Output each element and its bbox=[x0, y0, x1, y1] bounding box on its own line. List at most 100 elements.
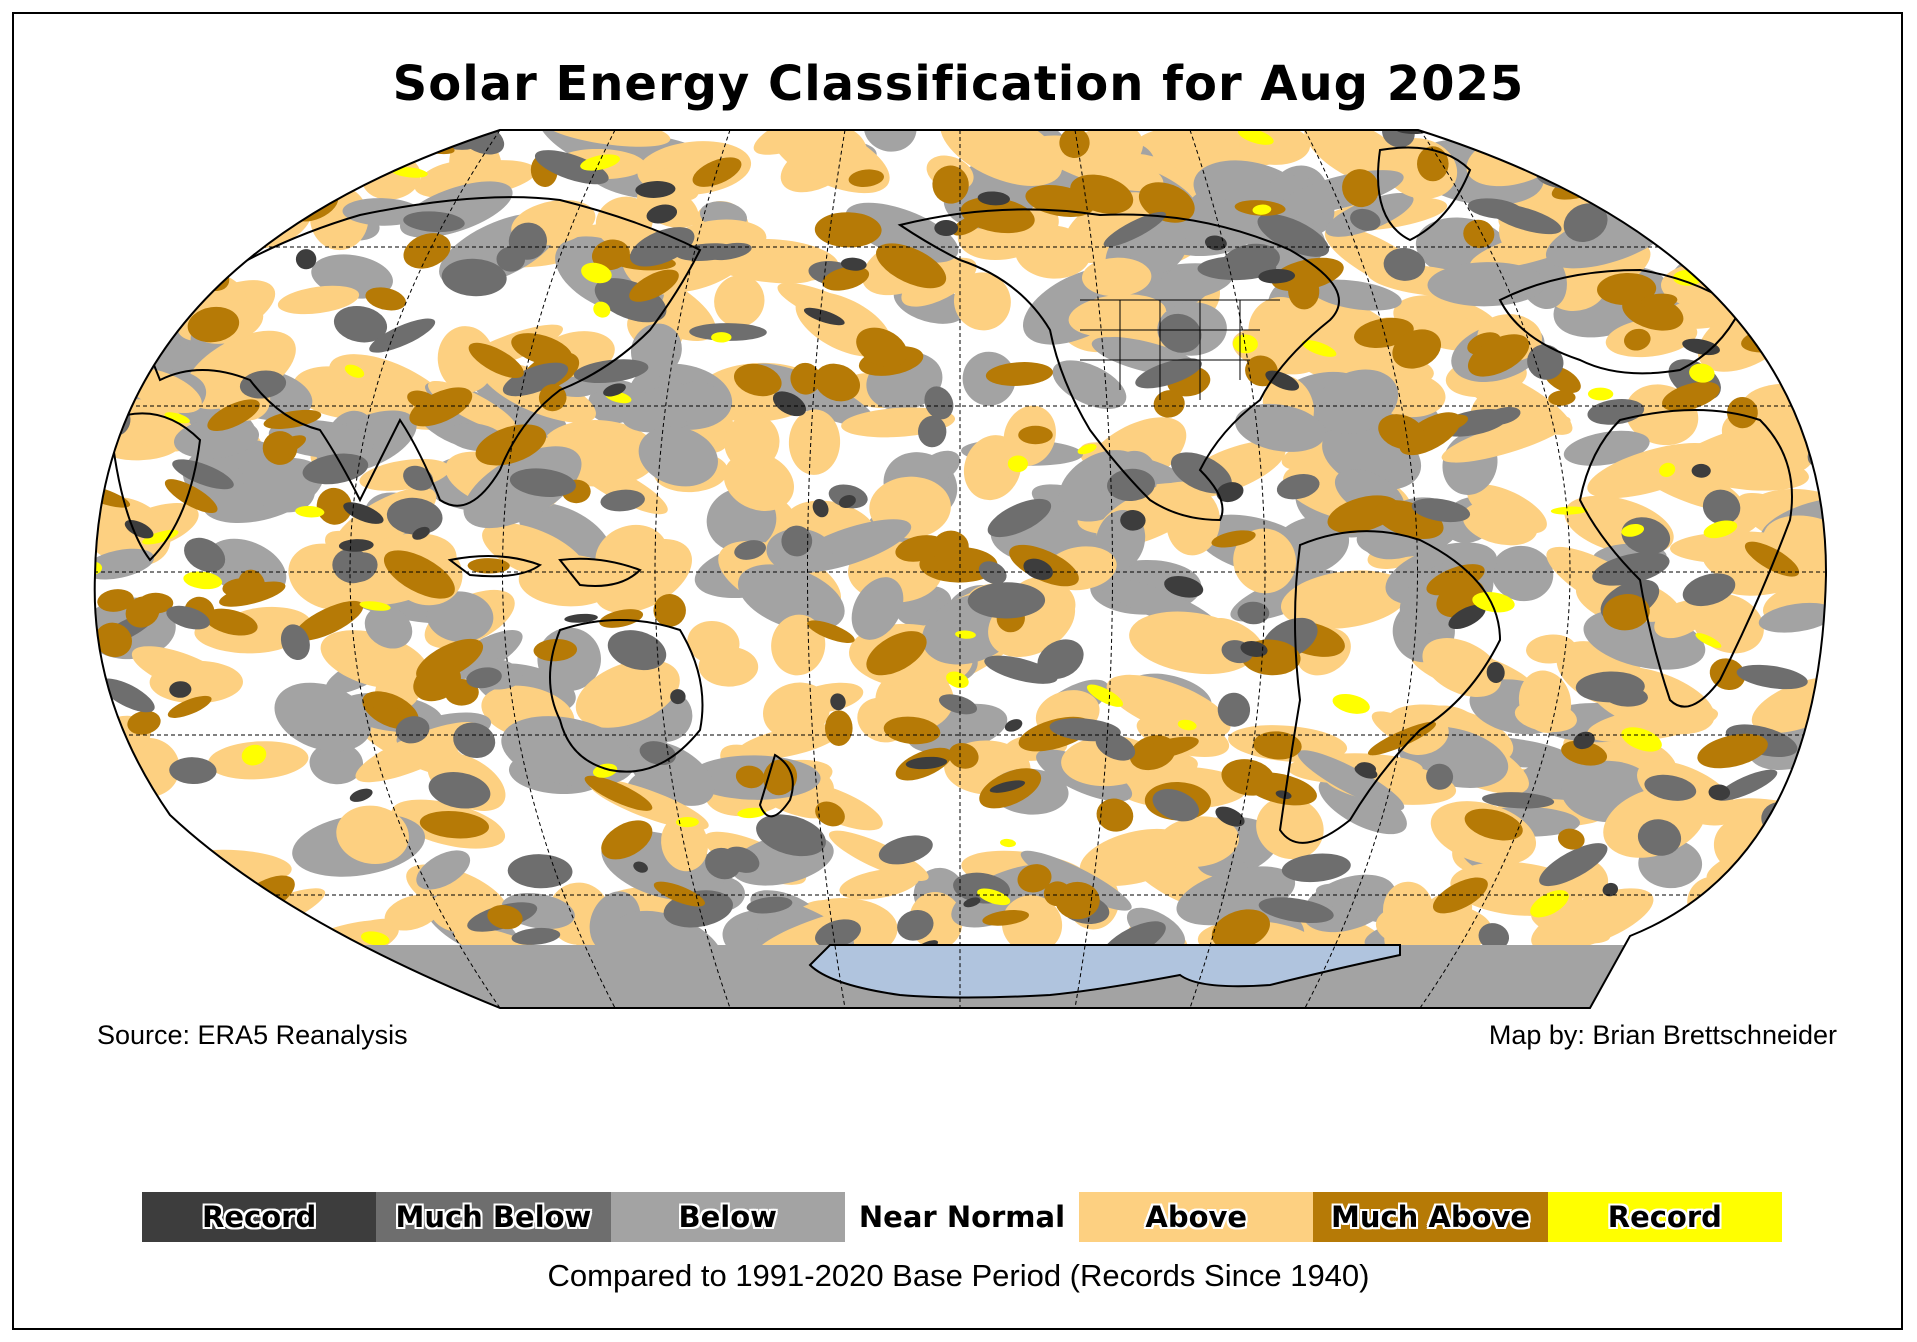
anomaly-patch bbox=[1416, 146, 1449, 182]
anomaly-patch bbox=[1068, 294, 1167, 338]
anomaly-patch bbox=[1756, 926, 1781, 937]
anomaly-patch bbox=[977, 888, 1011, 906]
legend: Record Much Below Below Near Normal Abov… bbox=[142, 1192, 1782, 1242]
anomaly-patch bbox=[1621, 727, 1662, 752]
anomaly-patch bbox=[1697, 733, 1768, 769]
anomaly-patch bbox=[533, 638, 578, 662]
anomaly-patch bbox=[1253, 731, 1302, 760]
anomaly-patch bbox=[1682, 573, 1736, 607]
anomaly-patch bbox=[280, 624, 310, 661]
anomaly-patch bbox=[1252, 204, 1272, 215]
meridian-line bbox=[1304, 130, 1418, 1008]
anomaly-patch bbox=[1791, 785, 1827, 810]
anomaly-patch bbox=[781, 525, 813, 557]
anomaly-patch bbox=[1221, 759, 1275, 796]
anomaly-patch bbox=[100, 678, 155, 713]
anomaly-patch bbox=[1592, 552, 1670, 586]
anomaly-patch bbox=[814, 363, 861, 402]
anomaly-patch bbox=[177, 879, 224, 922]
anomaly-patch bbox=[848, 169, 885, 187]
anomaly-patch bbox=[509, 468, 576, 497]
anomaly-patch bbox=[946, 671, 969, 689]
anomaly-patch bbox=[1602, 882, 1619, 897]
anomaly-patch bbox=[807, 620, 855, 643]
anomaly-patch bbox=[359, 601, 391, 611]
anomaly-patch bbox=[883, 716, 941, 745]
anomaly-patch bbox=[812, 498, 829, 518]
anomaly-patch bbox=[924, 386, 954, 420]
anomaly-patch bbox=[1096, 798, 1134, 832]
anomaly-patch bbox=[369, 318, 436, 353]
anomaly-patch bbox=[1077, 443, 1097, 455]
anomaly-patch bbox=[187, 306, 240, 343]
anomaly-patch bbox=[1758, 602, 1827, 633]
anomaly-patch bbox=[1216, 482, 1244, 503]
anomaly-patch bbox=[1808, 195, 1827, 215]
anomaly-patch bbox=[1059, 130, 1090, 158]
anomaly-patch bbox=[1761, 209, 1827, 252]
anomaly-patch bbox=[1082, 257, 1152, 297]
anomaly-patch bbox=[1614, 130, 1643, 158]
anomaly-patch bbox=[131, 646, 232, 696]
anomaly-patch bbox=[1416, 414, 1469, 436]
author-label: Map by: Brian Brettschneider bbox=[1488, 1020, 1837, 1050]
anomaly-patch bbox=[595, 196, 653, 247]
anomaly-patch bbox=[824, 710, 853, 746]
anomaly-patch bbox=[383, 550, 455, 599]
anomaly-patch bbox=[239, 370, 287, 399]
anomaly-patch bbox=[1612, 182, 1672, 198]
meridian-line bbox=[1419, 130, 1571, 1008]
anomaly-patch bbox=[1315, 369, 1399, 434]
anomaly-patch bbox=[1682, 338, 1720, 356]
anomaly-patch bbox=[1462, 501, 1538, 546]
anomaly-patch bbox=[1536, 158, 1613, 190]
anomaly-patch bbox=[295, 249, 317, 270]
anomaly-patch bbox=[1007, 455, 1028, 473]
anomaly-patch bbox=[467, 558, 510, 574]
legend-label: Near Normal bbox=[858, 1200, 1066, 1234]
legend-label: Record bbox=[1607, 1200, 1722, 1234]
anomaly-patch bbox=[94, 130, 184, 187]
anomaly-patch bbox=[158, 226, 231, 261]
anomaly-patch bbox=[207, 399, 260, 432]
anomaly-patch bbox=[1237, 601, 1270, 625]
anomaly-patch bbox=[1120, 509, 1146, 531]
anomaly-patch bbox=[1297, 750, 1405, 811]
anomaly-patch bbox=[940, 130, 1063, 186]
anomaly-patch bbox=[1662, 381, 1720, 412]
anomaly-patch bbox=[1000, 838, 1016, 848]
anomaly-patch bbox=[1378, 414, 1425, 450]
anomaly-patch bbox=[670, 689, 686, 705]
anomaly-patch bbox=[1641, 293, 1678, 309]
anomaly-patch bbox=[428, 772, 491, 809]
anomaly-patch bbox=[94, 168, 177, 221]
anomaly-patch bbox=[1643, 177, 1695, 227]
anomaly-patch bbox=[584, 775, 653, 811]
meridian-line bbox=[502, 130, 616, 1008]
anomaly-patch bbox=[790, 362, 821, 395]
anomaly-patch bbox=[167, 695, 212, 718]
anomaly-patch bbox=[772, 391, 807, 417]
anomaly-patch bbox=[756, 814, 826, 857]
anomaly-patch bbox=[277, 285, 360, 315]
anomaly-patch bbox=[1467, 334, 1530, 377]
anomaly-patch bbox=[838, 495, 856, 508]
anomaly-patch bbox=[1621, 524, 1645, 537]
anomaly-patch bbox=[487, 905, 523, 930]
anomaly-patch bbox=[1644, 774, 1697, 801]
anomaly-patch bbox=[687, 620, 740, 665]
anomaly-patch bbox=[1257, 213, 1330, 257]
anomaly-patch bbox=[156, 850, 214, 878]
legend-near-normal: Near Normal bbox=[844, 1192, 1080, 1242]
anomaly-patch bbox=[365, 287, 406, 311]
anomaly-patch bbox=[917, 415, 947, 448]
anomaly-patch bbox=[938, 694, 978, 715]
anomaly-patch bbox=[580, 154, 621, 171]
anomaly-patch bbox=[466, 667, 502, 689]
anomaly-patch bbox=[1654, 600, 1708, 639]
anomaly-patch bbox=[1130, 225, 1187, 275]
anomaly-patch bbox=[1527, 344, 1564, 380]
anomaly-patch bbox=[805, 130, 868, 187]
anomaly-patch bbox=[1726, 397, 1758, 429]
anomaly-patch bbox=[309, 742, 364, 785]
